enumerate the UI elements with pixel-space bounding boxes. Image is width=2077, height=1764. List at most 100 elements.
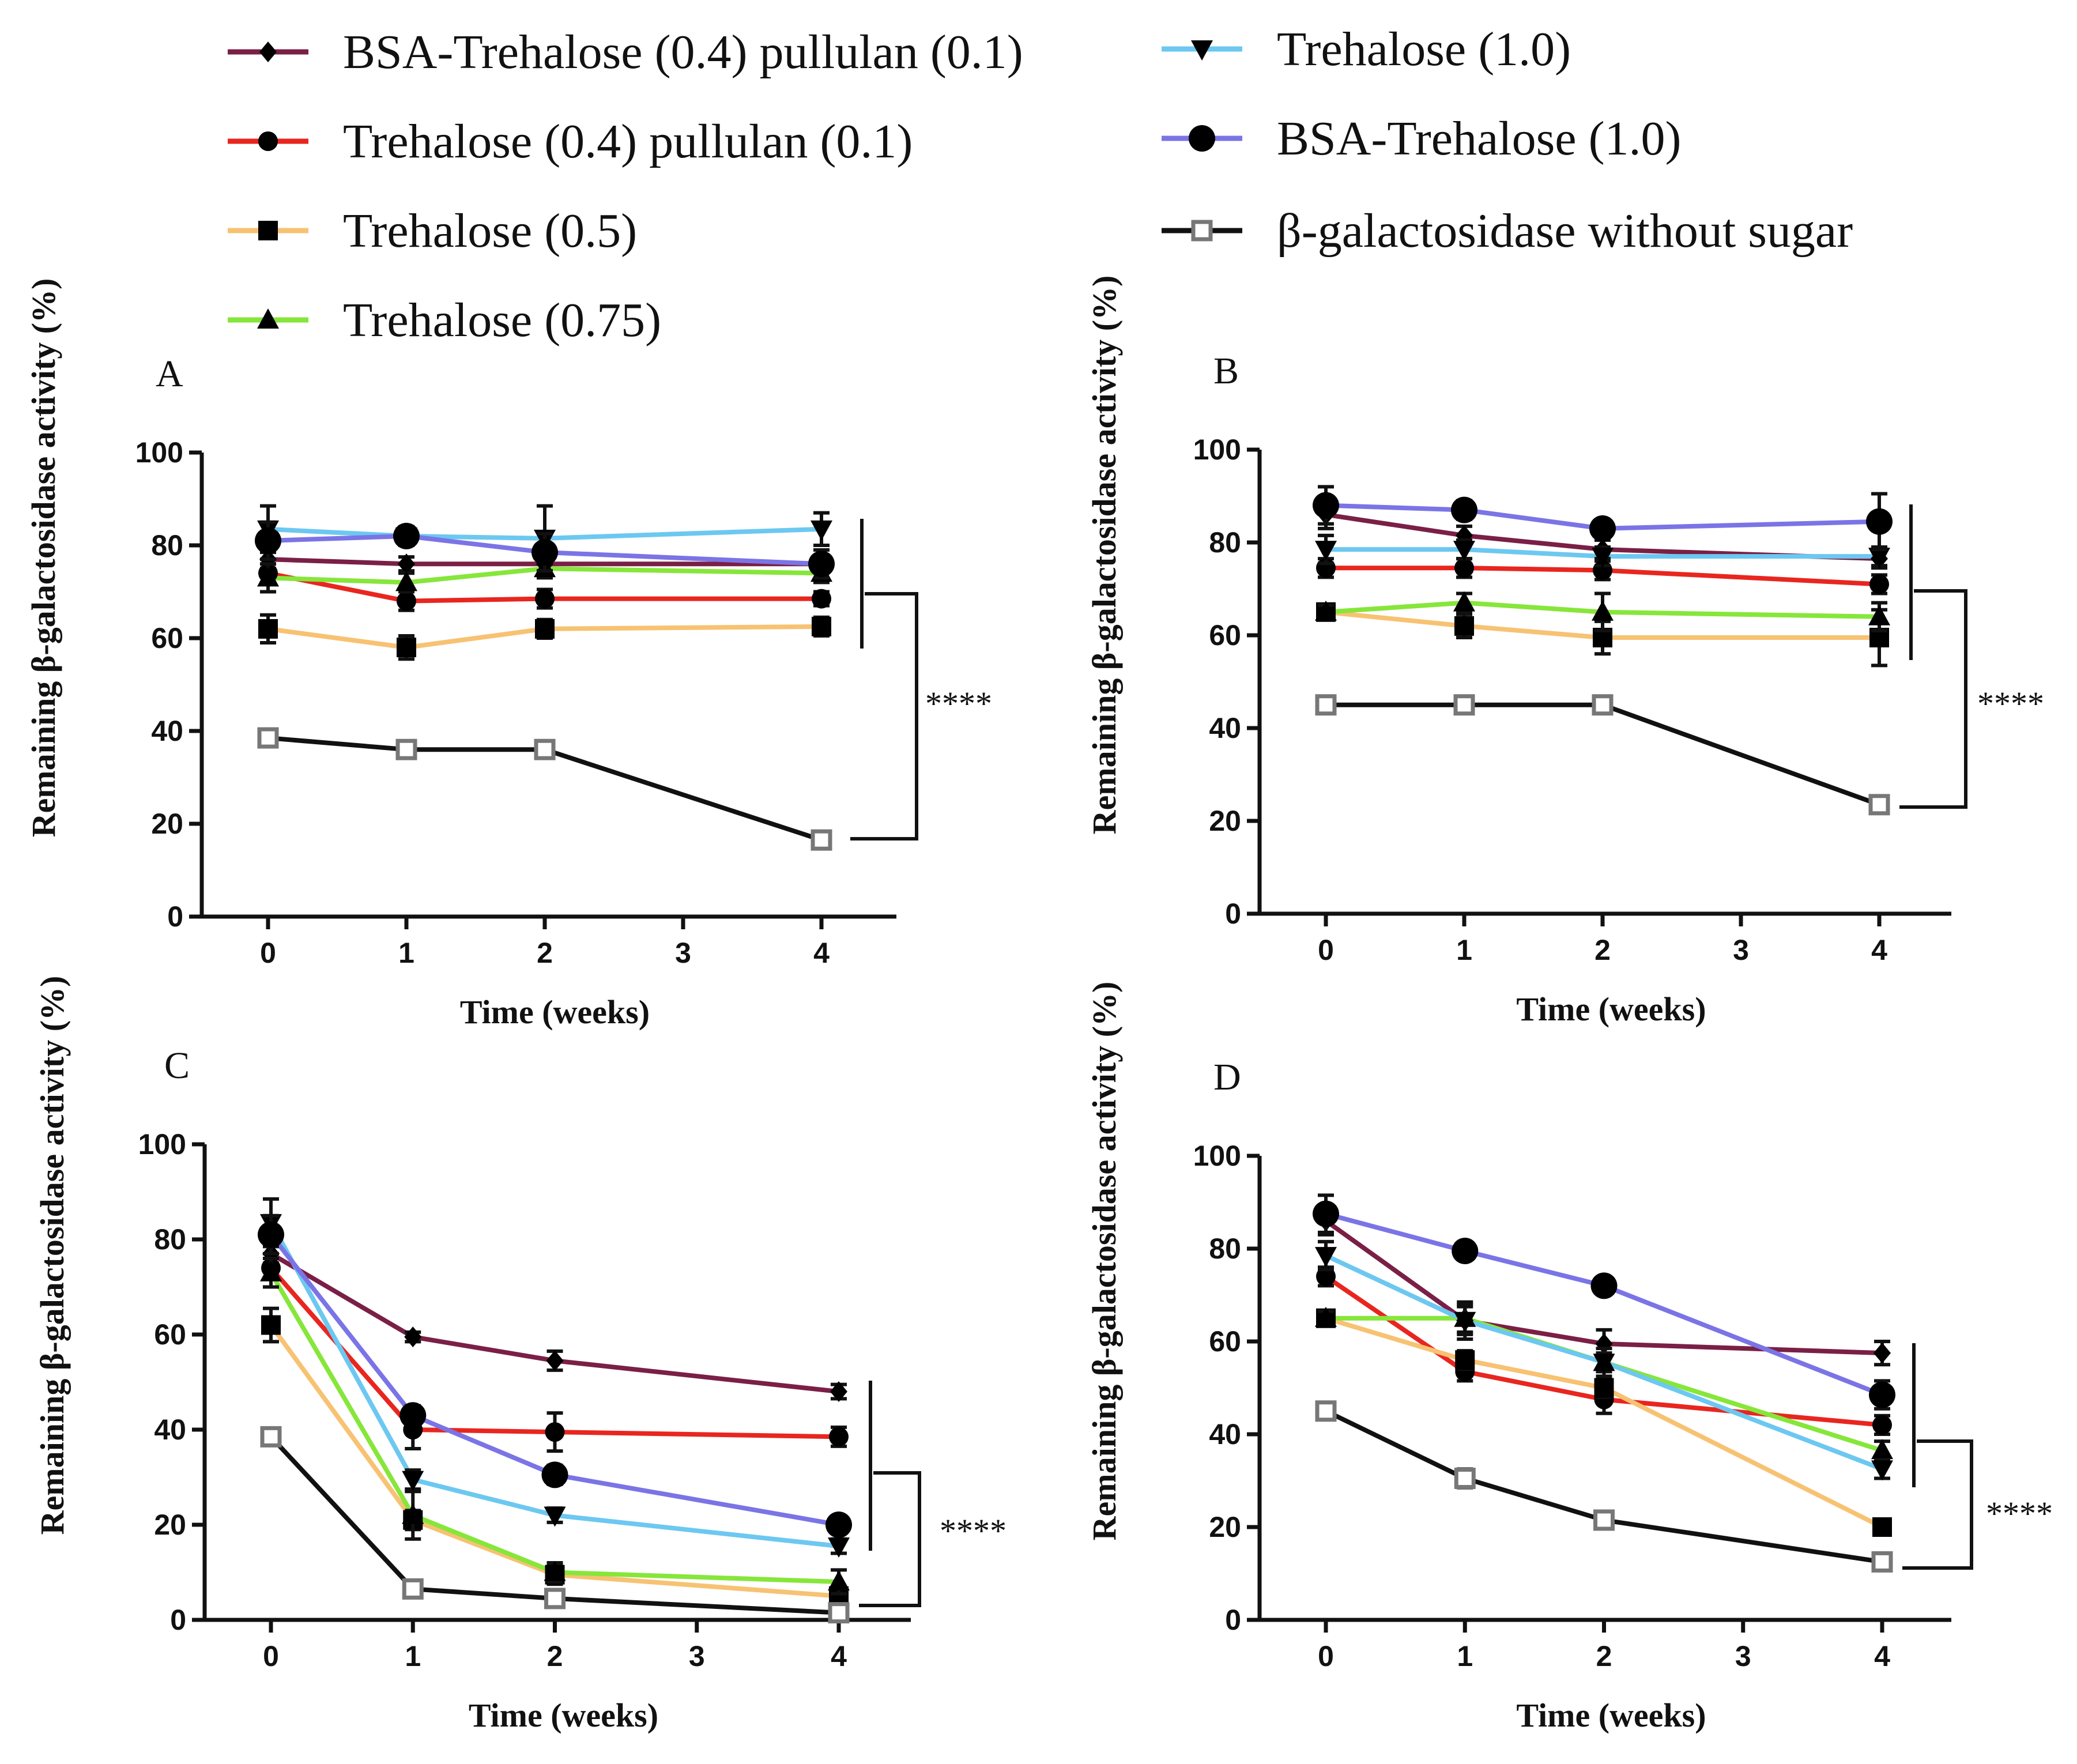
legend-marker-icon xyxy=(258,131,278,151)
y-tick-label: 0 xyxy=(167,900,183,933)
data-point xyxy=(1455,1350,1475,1370)
data-point xyxy=(1454,616,1474,636)
data-point xyxy=(1313,1200,1339,1227)
data-point xyxy=(544,1506,566,1527)
series-points-treh05 xyxy=(258,613,831,661)
series-line-treh_pull xyxy=(267,571,821,604)
data-point xyxy=(541,1461,568,1488)
legend-item-bsa_treh_pull: BSA-Trehalose (0.4) pullulan (0.1) xyxy=(228,25,1023,79)
data-point xyxy=(1592,548,1614,568)
legend-item-treh05: Trehalose (0.5) xyxy=(228,204,637,258)
legend-marker-icon xyxy=(259,42,277,62)
series-line-treh05 xyxy=(267,624,822,650)
x-axis-label: Time (weeks) xyxy=(1516,1697,1706,1734)
data-point xyxy=(1866,508,1893,535)
data-point xyxy=(1589,515,1616,542)
series-points-bsa_treh10 xyxy=(255,520,835,580)
series-line-treh10 xyxy=(267,526,822,541)
x-tick-label: 3 xyxy=(1733,934,1749,966)
data-point xyxy=(260,1261,282,1281)
bracket-arm xyxy=(1902,1439,1973,1570)
panel-label: C xyxy=(164,1045,190,1087)
y-tick-label: 0 xyxy=(1225,898,1241,930)
series-points-bsa_treh_pull xyxy=(262,1242,847,1402)
data-point xyxy=(545,1422,565,1442)
series-line-treh_pull xyxy=(1324,1274,1883,1427)
panel-label: D xyxy=(1213,1056,1241,1098)
legend-label: Trehalose (0.75) xyxy=(343,293,661,347)
data-point xyxy=(1313,492,1339,519)
series-line-treh10 xyxy=(1325,1253,1883,1472)
legend-marker-icon xyxy=(257,308,279,329)
series-line-treh10 xyxy=(269,1222,839,1549)
data-point xyxy=(1871,1439,1893,1460)
y-axis-label: Remaining β-galactosidase activity (%) xyxy=(33,976,71,1535)
series-points-no_sugar xyxy=(1315,694,1890,816)
data-point xyxy=(1592,600,1614,621)
data-point xyxy=(1315,1306,1337,1327)
series-points-bsa_treh10 xyxy=(1313,485,1893,552)
x-tick-label: 3 xyxy=(1735,1640,1751,1672)
series-line-bsa_treh_pull xyxy=(1325,512,1880,561)
series-line-bsa_treh10 xyxy=(1325,503,1880,531)
x-tick-label: 0 xyxy=(260,937,276,969)
y-tick-label: 20 xyxy=(154,1509,186,1541)
data-point xyxy=(812,589,831,609)
data-point xyxy=(395,571,417,591)
data-point xyxy=(399,1402,427,1429)
data-point xyxy=(1590,1272,1618,1299)
data-point xyxy=(808,551,835,578)
x-tick-label: 2 xyxy=(547,1640,563,1672)
x-tick-label: 1 xyxy=(1456,934,1472,966)
data-point xyxy=(1871,1460,1893,1481)
series-line-treh05 xyxy=(1325,609,1879,640)
panel-label: B xyxy=(1213,350,1239,392)
panel-label: A xyxy=(156,353,183,395)
x-axis-label: Time (weeks) xyxy=(460,993,650,1031)
data-point xyxy=(828,1537,850,1558)
series-points-no_sugar xyxy=(260,1426,850,1624)
data-point xyxy=(393,522,420,549)
data-point xyxy=(811,829,832,851)
y-tick-label: 20 xyxy=(1209,805,1241,837)
series-line-bsa_treh10 xyxy=(269,1233,839,1527)
series-line-bsa_treh10 xyxy=(1325,1211,1883,1397)
data-point xyxy=(1454,1311,1476,1332)
x-tick-label: 1 xyxy=(1457,1640,1473,1672)
series-points-treh075 xyxy=(260,1257,850,1596)
y-tick-label: 0 xyxy=(170,1604,186,1636)
legend-label: β-galactosidase without sugar xyxy=(1277,204,1853,258)
data-point xyxy=(397,591,416,611)
x-tick-label: 4 xyxy=(1874,1640,1890,1672)
series-line-bsa_treh_pull xyxy=(267,557,821,567)
data-point xyxy=(1453,694,1475,716)
legend-label: BSA-Trehalose (0.4) pullulan (0.1) xyxy=(343,25,1023,79)
data-point xyxy=(1451,496,1477,523)
data-point xyxy=(1315,1400,1337,1422)
series-line-no_sugar xyxy=(1325,1409,1883,1565)
legend-label: BSA-Trehalose (1.0) xyxy=(1277,112,1682,165)
data-point xyxy=(1872,1517,1892,1537)
data-point xyxy=(811,520,832,541)
data-point xyxy=(1593,1509,1615,1531)
series-points-treh10 xyxy=(1315,1239,1893,1481)
series-points-bsa_treh10 xyxy=(1313,1193,1895,1411)
data-point xyxy=(828,1570,850,1590)
x-tick-label: 0 xyxy=(1318,934,1334,966)
series-line-bsa_treh_pull xyxy=(269,1252,839,1394)
data-point xyxy=(1316,1267,1336,1287)
data-point xyxy=(829,1427,849,1447)
series-line-no_sugar xyxy=(269,1435,839,1615)
series-points-treh075 xyxy=(1315,591,1890,632)
y-tick-label: 80 xyxy=(154,1223,186,1256)
y-tick-label: 100 xyxy=(138,1128,186,1160)
series-points-no_sugar xyxy=(257,727,832,851)
data-point xyxy=(830,1381,847,1402)
bracket-arm xyxy=(1899,589,1967,809)
series-points-treh10 xyxy=(1315,533,1890,568)
data-point xyxy=(402,1471,424,1491)
data-point xyxy=(812,616,831,636)
data-point xyxy=(1315,541,1337,561)
legend-marker-icon xyxy=(1189,125,1215,152)
